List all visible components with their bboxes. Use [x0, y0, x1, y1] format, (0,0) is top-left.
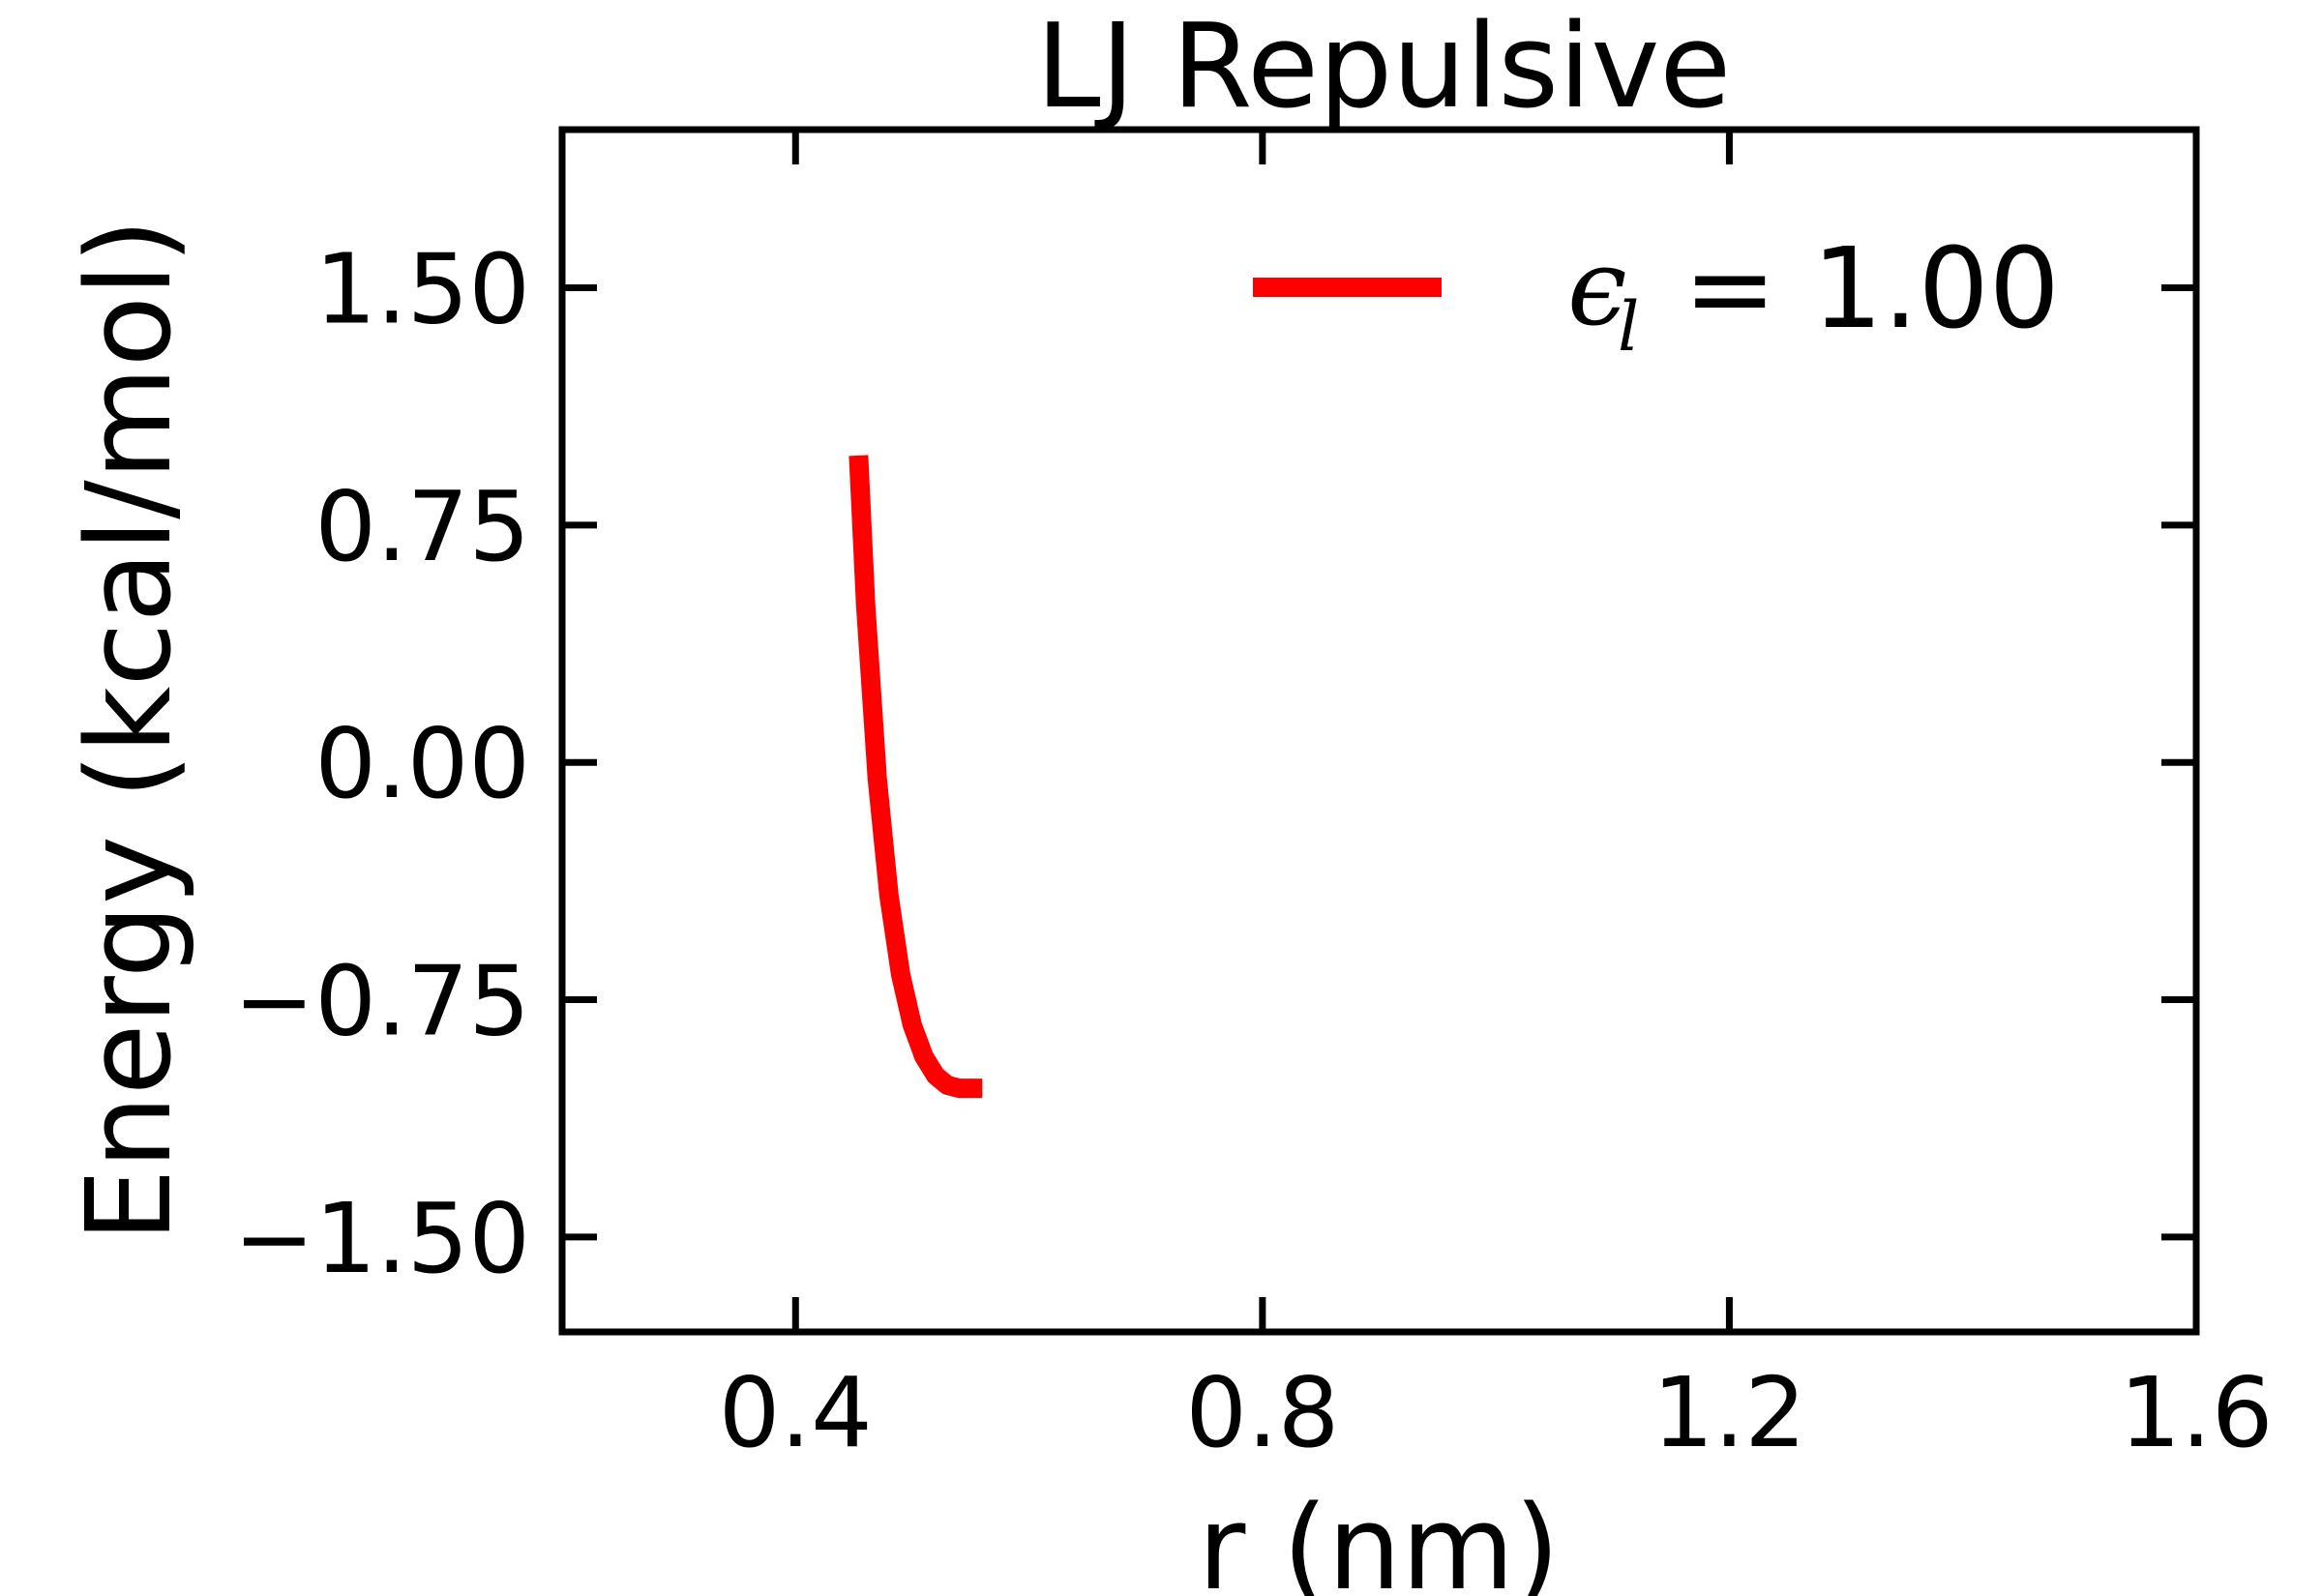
legend: ϵ l = 1.00 — [1253, 224, 2060, 367]
plot-area — [558, 126, 2200, 1336]
x-axis-title: r (nm) — [1198, 1482, 1560, 1596]
y-axis: −1.50 −0.75 0.00 0.75 1.50 — [234, 233, 2196, 1295]
series-line — [848, 455, 983, 1099]
y-tick-label: −1.50 — [234, 1182, 530, 1295]
x-tick-label: 0.8 — [1185, 1356, 1339, 1469]
chart-title: LJ Repulsive — [1036, 0, 1731, 134]
y-tick-label: −0.75 — [234, 945, 530, 1058]
x-tick-label: 0.4 — [719, 1356, 873, 1469]
x-tick-label: 1.6 — [2119, 1356, 2273, 1469]
y-tick-label: 0.75 — [314, 470, 530, 583]
legend-symbol: ϵ — [1567, 225, 1627, 349]
x-tick-label: 1.2 — [1652, 1356, 1806, 1469]
legend-value: = 1.00 — [1683, 224, 2060, 354]
y-axis-title: Energy (kcal/mol) — [63, 219, 197, 1242]
plot-frame — [558, 126, 2200, 1336]
series-group — [848, 455, 983, 1099]
x-axis: 0.4 0.8 1.2 1.6 — [719, 130, 2274, 1469]
legend-subscript: l — [1618, 287, 1639, 367]
y-tick-label: 1.50 — [314, 233, 530, 346]
y-tick-label: 0.00 — [314, 707, 530, 820]
